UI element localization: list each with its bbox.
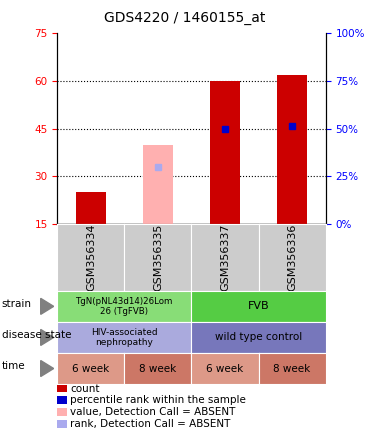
Bar — [143, 145, 173, 224]
Text: GSM356336: GSM356336 — [287, 224, 297, 291]
Text: 8 week: 8 week — [139, 364, 176, 373]
Text: strain: strain — [2, 299, 32, 309]
Polygon shape — [41, 298, 54, 314]
Bar — [277, 75, 307, 224]
Bar — [210, 81, 240, 224]
Polygon shape — [41, 329, 54, 345]
Text: GSM356334: GSM356334 — [86, 224, 96, 291]
Polygon shape — [41, 361, 54, 377]
Text: GSM356335: GSM356335 — [153, 224, 163, 291]
Text: wild type control: wild type control — [215, 333, 302, 342]
Text: GDS4220 / 1460155_at: GDS4220 / 1460155_at — [104, 11, 266, 25]
Text: percentile rank within the sample: percentile rank within the sample — [70, 396, 246, 405]
Text: 6 week: 6 week — [72, 364, 110, 373]
Text: 6 week: 6 week — [206, 364, 243, 373]
Text: TgN(pNL43d14)26Lom
26 (TgFVB): TgN(pNL43d14)26Lom 26 (TgFVB) — [76, 297, 173, 316]
Text: GSM356337: GSM356337 — [220, 224, 230, 291]
Text: value, Detection Call = ABSENT: value, Detection Call = ABSENT — [70, 408, 236, 417]
Text: FVB: FVB — [248, 301, 269, 311]
Text: disease state: disease state — [2, 330, 71, 340]
Text: HIV-associated
nephropathy: HIV-associated nephropathy — [91, 328, 158, 347]
Bar — [76, 192, 106, 224]
Text: rank, Detection Call = ABSENT: rank, Detection Call = ABSENT — [70, 420, 231, 429]
Text: time: time — [2, 361, 26, 371]
Text: 8 week: 8 week — [273, 364, 311, 373]
Text: count: count — [70, 384, 100, 393]
